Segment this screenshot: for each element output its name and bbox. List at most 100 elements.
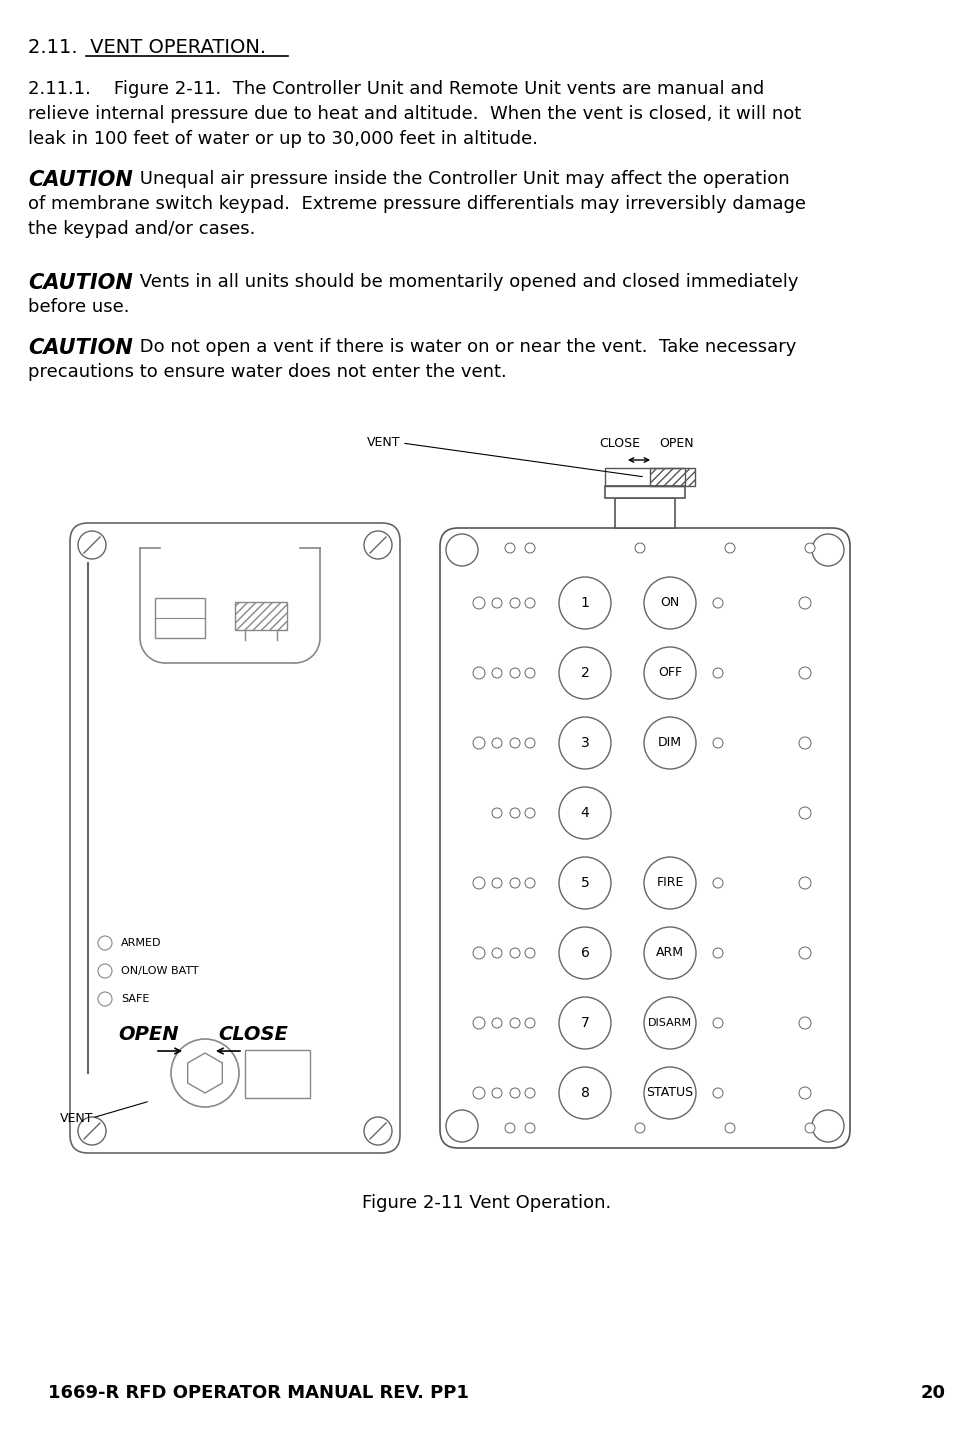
Circle shape — [510, 669, 520, 677]
Circle shape — [725, 1123, 735, 1133]
Circle shape — [713, 738, 723, 748]
Circle shape — [635, 544, 645, 554]
Text: VENT: VENT — [60, 1112, 94, 1125]
Text: Do not open a vent if there is water on or near the vent.  Take necessary: Do not open a vent if there is water on … — [134, 338, 797, 357]
Text: ARMED: ARMED — [121, 938, 162, 948]
Text: 2.11.  VENT OPERATION.: 2.11. VENT OPERATION. — [28, 37, 266, 58]
Circle shape — [525, 948, 535, 958]
Circle shape — [510, 879, 520, 889]
Circle shape — [492, 598, 502, 608]
Circle shape — [799, 1087, 811, 1099]
Circle shape — [492, 1089, 502, 1099]
Circle shape — [713, 1089, 723, 1099]
Circle shape — [713, 948, 723, 958]
Text: SAFE: SAFE — [121, 994, 149, 1004]
Text: STATUS: STATUS — [647, 1087, 693, 1100]
Circle shape — [644, 577, 696, 628]
Circle shape — [713, 1018, 723, 1028]
Text: DIM: DIM — [658, 736, 682, 749]
Bar — [605, 467, 685, 486]
Circle shape — [713, 879, 723, 889]
Circle shape — [805, 1123, 815, 1133]
Circle shape — [644, 997, 696, 1048]
Text: OPEN: OPEN — [659, 437, 694, 450]
Circle shape — [525, 1089, 535, 1099]
Circle shape — [492, 1018, 502, 1028]
Text: 2.11.1.    Figure 2-11.  The Controller Unit and Remote Unit vents are manual an: 2.11.1. Figure 2-11. The Controller Unit… — [28, 81, 765, 98]
Text: before use.: before use. — [28, 298, 130, 316]
Circle shape — [644, 647, 696, 699]
Circle shape — [644, 857, 696, 909]
Circle shape — [505, 1123, 515, 1133]
Circle shape — [525, 738, 535, 748]
Text: 1: 1 — [581, 595, 589, 610]
Text: Figure 2-11 Vent Operation.: Figure 2-11 Vent Operation. — [362, 1194, 612, 1212]
Circle shape — [78, 1117, 106, 1145]
Circle shape — [473, 877, 485, 889]
Circle shape — [446, 1110, 478, 1142]
Circle shape — [492, 669, 502, 677]
Text: 7: 7 — [581, 1017, 589, 1030]
Circle shape — [799, 597, 811, 610]
Circle shape — [98, 963, 112, 978]
Circle shape — [799, 948, 811, 959]
Circle shape — [364, 1117, 392, 1145]
Circle shape — [713, 669, 723, 677]
FancyBboxPatch shape — [70, 523, 400, 1153]
Circle shape — [799, 877, 811, 889]
Bar — [245, 1050, 310, 1099]
Circle shape — [525, 544, 535, 554]
Bar — [615, 498, 675, 528]
Text: leak in 100 feet of water or up to 30,000 feet in altitude.: leak in 100 feet of water or up to 30,00… — [28, 129, 538, 148]
Circle shape — [805, 544, 815, 554]
Circle shape — [635, 1123, 645, 1133]
Circle shape — [473, 1017, 485, 1030]
Text: CLOSE: CLOSE — [600, 437, 641, 450]
Circle shape — [644, 1067, 696, 1119]
Circle shape — [525, 808, 535, 818]
Circle shape — [98, 992, 112, 1007]
Text: 8: 8 — [581, 1086, 589, 1100]
Circle shape — [812, 533, 844, 567]
Circle shape — [492, 879, 502, 889]
Text: OFF: OFF — [658, 666, 682, 680]
Circle shape — [98, 936, 112, 951]
Circle shape — [473, 948, 485, 959]
Circle shape — [171, 1040, 239, 1107]
Text: of membrane switch keypad.  Extreme pressure differentials may irreversibly dama: of membrane switch keypad. Extreme press… — [28, 196, 806, 213]
Bar — [155, 598, 205, 638]
Circle shape — [473, 667, 485, 679]
FancyBboxPatch shape — [440, 528, 850, 1148]
Circle shape — [78, 531, 106, 559]
Text: CAUTION: CAUTION — [28, 338, 132, 358]
Circle shape — [492, 738, 502, 748]
Text: 20: 20 — [921, 1383, 946, 1402]
Circle shape — [473, 1087, 485, 1099]
Text: the keypad and/or cases.: the keypad and/or cases. — [28, 220, 255, 239]
Text: 1669-R RFD OPERATOR MANUAL REV. PP1: 1669-R RFD OPERATOR MANUAL REV. PP1 — [48, 1383, 468, 1402]
Text: precautions to ensure water does not enter the vent.: precautions to ensure water does not ent… — [28, 362, 506, 381]
Circle shape — [559, 577, 611, 628]
Text: CAUTION: CAUTION — [28, 170, 132, 190]
Text: 3: 3 — [581, 736, 589, 751]
Circle shape — [644, 928, 696, 979]
Circle shape — [525, 598, 535, 608]
Circle shape — [799, 667, 811, 679]
Circle shape — [559, 997, 611, 1048]
Circle shape — [510, 948, 520, 958]
Circle shape — [510, 598, 520, 608]
Text: ARM: ARM — [656, 946, 684, 959]
Text: 5: 5 — [581, 876, 589, 890]
Circle shape — [525, 1018, 535, 1028]
Circle shape — [473, 738, 485, 749]
Circle shape — [510, 808, 520, 818]
Circle shape — [559, 718, 611, 769]
Bar — [235, 603, 287, 630]
Text: Unequal air pressure inside the Controller Unit may affect the operation: Unequal air pressure inside the Controll… — [134, 170, 790, 188]
Circle shape — [559, 647, 611, 699]
Text: 6: 6 — [581, 946, 589, 961]
Circle shape — [492, 948, 502, 958]
Circle shape — [510, 1018, 520, 1028]
Text: ON/LOW BATT: ON/LOW BATT — [121, 966, 199, 976]
Circle shape — [473, 597, 485, 610]
